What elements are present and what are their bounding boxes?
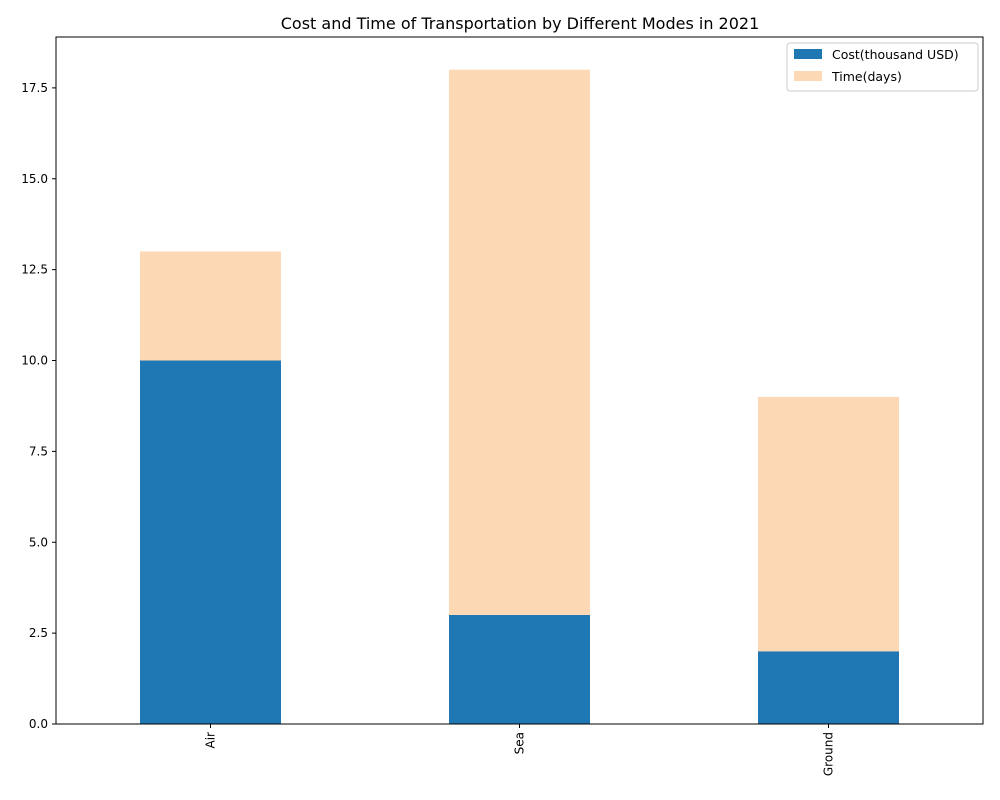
y-tick-label: 17.5	[21, 81, 48, 95]
y-axis: 0.0 2.5 5.0 7.5 10.0 12.5 15.0 17.5	[21, 81, 56, 731]
legend-swatch-1	[794, 49, 822, 59]
x-tick-label-ground: Ground	[822, 732, 836, 776]
bars-layer	[140, 69, 899, 724]
y-tick-label: 7.5	[29, 444, 48, 458]
bar-ground-series-2	[758, 396, 899, 652]
bar-sea-series-1	[449, 614, 590, 724]
y-tick-label: 15.0	[21, 172, 48, 186]
y-tick-label: 5.0	[29, 535, 48, 549]
legend-box	[786, 42, 979, 92]
y-tick-label: 0.0	[29, 717, 48, 731]
y-tick-label: 2.5	[29, 626, 48, 640]
plot-frame	[55, 36, 984, 725]
x-tick-label-air: Air	[204, 732, 218, 749]
legend-label-1: Cost(thousand USD)	[832, 47, 959, 62]
y-tick-label: 12.5	[21, 263, 48, 277]
legend-label-2: Time(days)	[831, 69, 902, 84]
x-tick-label-sea: Sea	[513, 732, 527, 754]
legend: Cost(thousand USD) Time(days)	[786, 42, 979, 92]
bar-air-series-2	[140, 251, 281, 361]
bar-air-series-1	[140, 360, 281, 724]
chart-title: Cost and Time of Transportation by Diffe…	[281, 14, 760, 33]
bar-sea-series-2	[449, 69, 590, 615]
y-tick-label: 10.0	[21, 354, 48, 368]
x-axis: Air Sea Ground	[204, 724, 836, 776]
bar-ground-series-1	[758, 651, 899, 724]
legend-swatch-2	[794, 71, 822, 81]
